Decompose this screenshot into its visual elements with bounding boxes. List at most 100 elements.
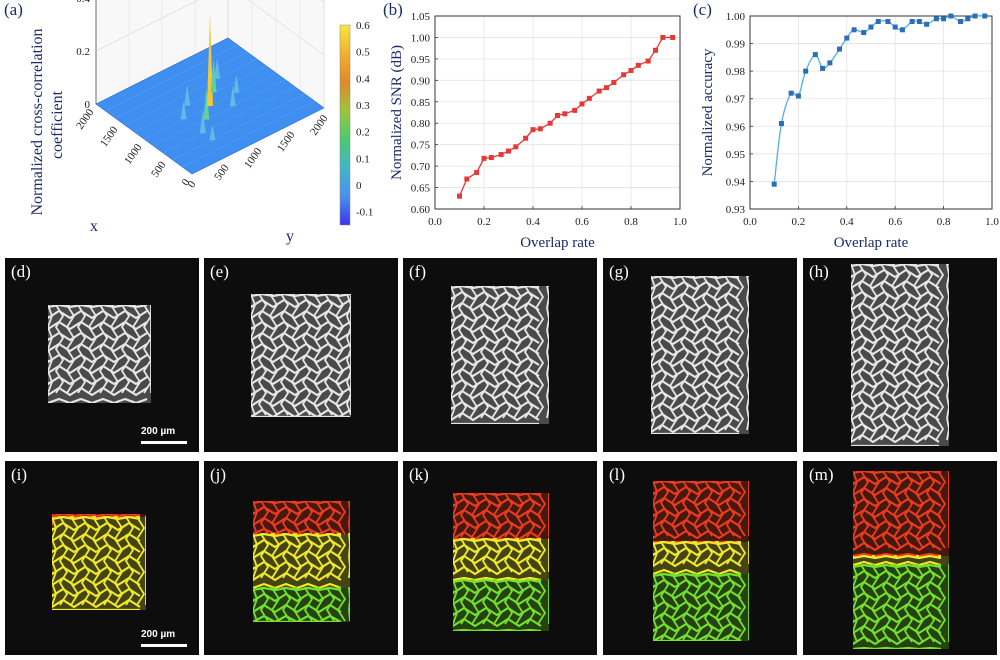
- mesh-strand: [503, 538, 514, 573]
- data-point: [653, 47, 658, 53]
- mesh-strand: [651, 401, 740, 412]
- mesh-strand: [659, 573, 670, 641]
- segmented-mesh-k: [453, 493, 549, 631]
- mesh-strand: [725, 481, 736, 537]
- data-point: [837, 46, 843, 52]
- mesh-texture: [451, 286, 549, 424]
- mesh-strand: [853, 635, 942, 646]
- mesh-strand: [651, 423, 740, 434]
- y-tick-label: 0.65: [411, 183, 431, 195]
- mesh-strand: [853, 475, 942, 486]
- segment-band: [853, 556, 949, 565]
- mesh-strand: [270, 587, 281, 622]
- mesh-strand: [725, 541, 736, 565]
- mesh-strand: [251, 309, 351, 320]
- data-point: [868, 24, 874, 30]
- data-point: [596, 88, 602, 94]
- mesh-strand: [281, 533, 292, 579]
- mesh-strand: [853, 519, 942, 530]
- panel-label-m: (m): [809, 465, 834, 484]
- y-tick-label: 0.94: [726, 176, 746, 188]
- data-point: [572, 107, 578, 113]
- mesh-strand: [925, 471, 936, 549]
- mesh-strand: [703, 573, 714, 641]
- mesh-strand: [48, 386, 148, 397]
- mesh-image-h: [851, 264, 949, 446]
- mesh-strand: [251, 375, 351, 386]
- mesh-strand: [653, 622, 742, 633]
- y-tick-label: 0.80: [411, 118, 431, 130]
- cross-correlation-surface-chart: 00.20.40.6050010001500200005001000150020…: [29, 0, 373, 245]
- mesh-strand: [851, 312, 940, 323]
- mesh-strand: [670, 481, 681, 537]
- panel-label-j: (j): [210, 465, 227, 484]
- mesh-strand: [853, 554, 942, 560]
- mesh-strand: [653, 541, 658, 565]
- segmented-mesh-j: [253, 501, 350, 622]
- mesh-image-e: [251, 294, 351, 417]
- colorbar-tick-label: 0.4: [356, 73, 370, 85]
- image-panel-m: (m): [803, 461, 997, 655]
- colorbar-tick-label: 0.2: [356, 127, 370, 139]
- y-tick-label: 0.98: [726, 66, 746, 78]
- image-panel-j: (j): [204, 461, 398, 655]
- mesh-strand: [253, 538, 342, 549]
- surface-texture: [115, 51, 248, 119]
- mesh-strand: [292, 587, 303, 622]
- mesh-strand: [659, 481, 670, 537]
- data-point: [812, 52, 818, 58]
- x-axis-label: x: [90, 218, 98, 235]
- mesh-strand: [892, 564, 903, 643]
- mesh-strand: [54, 305, 65, 394]
- image-panel-i: (i) 200 µm: [5, 461, 199, 655]
- mesh-strand: [692, 481, 703, 537]
- mesh-strand: [525, 538, 536, 573]
- y-axis-label: y: [286, 228, 294, 245]
- mesh-strand: [853, 580, 942, 591]
- data-point: [498, 152, 504, 158]
- segmented-mesh-m: [853, 471, 949, 649]
- mesh-strand: [270, 501, 281, 535]
- mesh-strand: [453, 493, 458, 538]
- mesh-strand: [457, 286, 468, 419]
- mesh-strand: [703, 481, 714, 537]
- mesh-strand: [253, 592, 342, 603]
- mesh-strand: [734, 276, 745, 431]
- mesh-strand: [853, 508, 942, 519]
- surface-texture: [163, 86, 296, 154]
- mesh-strand: [281, 587, 292, 622]
- mesh-strand: [853, 624, 942, 635]
- mesh-strand: [253, 516, 342, 527]
- mesh-strand: [853, 613, 942, 624]
- x-tick-label: 500: [149, 159, 169, 180]
- mesh-strand: [91, 516, 102, 606]
- mesh-strand: [725, 573, 736, 641]
- y-tick-label: 0.97: [726, 94, 746, 106]
- surface-peak: [199, 109, 206, 134]
- mesh-strand: [336, 501, 347, 535]
- mesh-strand: [451, 411, 540, 422]
- mesh-strand: [253, 582, 342, 590]
- data-point: [795, 93, 801, 99]
- mesh-strand: [48, 305, 53, 394]
- mesh-strand: [892, 471, 903, 549]
- mesh-strand: [312, 294, 323, 416]
- mesh-strand: [470, 493, 481, 538]
- mesh-texture: [651, 276, 749, 434]
- mesh-strand: [336, 533, 347, 579]
- mesh-strand: [714, 541, 725, 565]
- mesh-strand: [651, 302, 740, 313]
- mesh-strand: [251, 386, 351, 397]
- x-tick-label: 0.8: [624, 216, 638, 228]
- mesh-strand: [48, 353, 148, 364]
- data-point: [924, 21, 930, 27]
- mesh-strand: [853, 541, 942, 552]
- mesh-strand: [851, 334, 940, 345]
- y-axis-label: Normalized accuracy: [700, 48, 716, 176]
- image-panel-g: (g): [603, 258, 797, 452]
- colorbar-tick-label: 0: [356, 180, 362, 192]
- data-point: [506, 148, 511, 154]
- surface-texture: [172, 93, 305, 161]
- mesh-strand: [48, 375, 148, 386]
- mesh-strand: [868, 264, 879, 441]
